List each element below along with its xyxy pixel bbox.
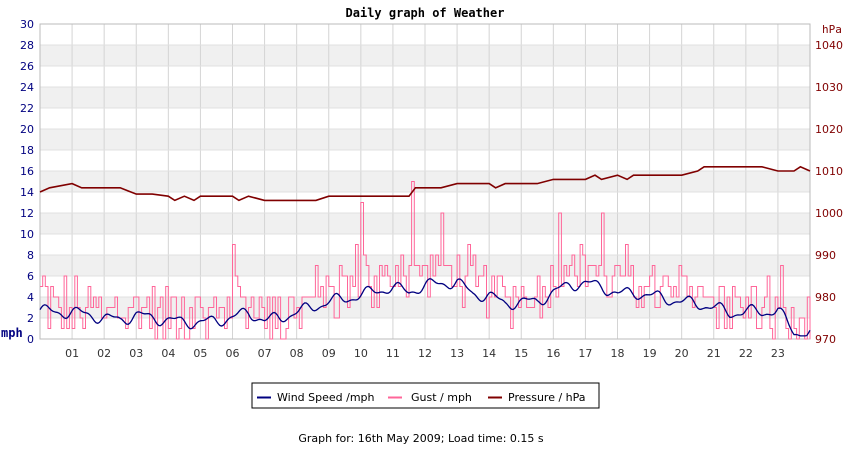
right-tick-label: 970: [815, 333, 836, 346]
right-tick-label: 1000: [815, 207, 843, 220]
x-tick-label: 12: [418, 347, 432, 360]
x-tick-label: 14: [482, 347, 496, 360]
x-tick-label: 21: [707, 347, 721, 360]
plot-border: [39, 23, 811, 340]
legend-label-wind: Wind Speed /mph: [277, 391, 375, 404]
x-tick-label: 09: [322, 347, 336, 360]
x-tick-label: 05: [193, 347, 207, 360]
left-tick-label: 26: [20, 60, 34, 73]
x-tick-label: 18: [611, 347, 625, 360]
left-tick-label: 4: [27, 291, 34, 304]
x-tick-label: 11: [386, 347, 400, 360]
x-tick-label: 13: [450, 347, 464, 360]
left-tick-label: 28: [20, 39, 34, 52]
left-tick-label: 22: [20, 102, 34, 115]
legend-label-gust: Gust / mph: [411, 391, 472, 404]
series-pressure-line: [39, 165, 811, 202]
left-tick-label: 8: [27, 249, 34, 262]
left-tick-label: 20: [20, 123, 34, 136]
legend: Wind Speed /mph Gust / mph Pressure / hP…: [251, 382, 600, 409]
left-tick-label: 30: [20, 18, 34, 31]
x-tick-label: 16: [546, 347, 560, 360]
right-axis-label: hPa: [822, 23, 842, 36]
plot-frame: [39, 23, 811, 340]
left-tick-label: 0: [27, 333, 34, 346]
series-gust-line: [40, 181, 811, 340]
x-tick-label: 03: [129, 347, 143, 360]
x-tick-label: 15: [514, 347, 528, 360]
legend-label-pressure: Pressure / hPa: [508, 391, 586, 404]
x-tick-label: 10: [354, 347, 368, 360]
left-tick-label: 6: [27, 270, 34, 283]
left-tick-label: 24: [20, 81, 34, 94]
x-tick-label: 01: [65, 347, 79, 360]
x-tick-label: 02: [97, 347, 111, 360]
left-tick-label: 2: [27, 312, 34, 325]
footer-caption: Graph for: 16th May 2009; Load time: 0.1…: [298, 432, 544, 445]
right-tick-label: 1040: [815, 39, 843, 52]
x-tick-label: 07: [258, 347, 272, 360]
right-tick-label: 980: [815, 291, 836, 304]
x-tick-label: 06: [226, 347, 240, 360]
legend-box: [251, 382, 600, 409]
left-tick-label: 16: [20, 165, 34, 178]
right-tick-label: 1020: [815, 123, 843, 136]
right-axis-ticks: 970 980 990 1000 1010 1020 1030 1040: [815, 39, 843, 346]
x-tick-label: 23: [771, 347, 785, 360]
chart-title: Daily graph of Weather: [346, 6, 505, 20]
left-tick-label: 14: [20, 186, 34, 199]
x-tick-label: 04: [161, 347, 175, 360]
left-axis-label: mph: [1, 326, 23, 340]
x-tick-label: 08: [290, 347, 304, 360]
series-wind-speed-line: [39, 278, 811, 337]
series-layer: [39, 165, 811, 340]
x-tick-label: 19: [643, 347, 657, 360]
left-tick-label: 10: [20, 228, 34, 241]
x-tick-label: 20: [675, 347, 689, 360]
x-tick-label: 22: [739, 347, 753, 360]
x-axis-ticks: 01 02 03 04 05 06 07 08 09 10 11 12 13 14 15 16 17 18 19 20…: [65, 347, 785, 360]
right-tick-label: 1030: [815, 81, 843, 94]
right-tick-label: 990: [815, 249, 836, 262]
left-tick-label: 12: [20, 207, 34, 220]
left-tick-label: 18: [20, 144, 34, 157]
right-tick-label: 1010: [815, 165, 843, 178]
x-tick-label: 17: [578, 347, 592, 360]
